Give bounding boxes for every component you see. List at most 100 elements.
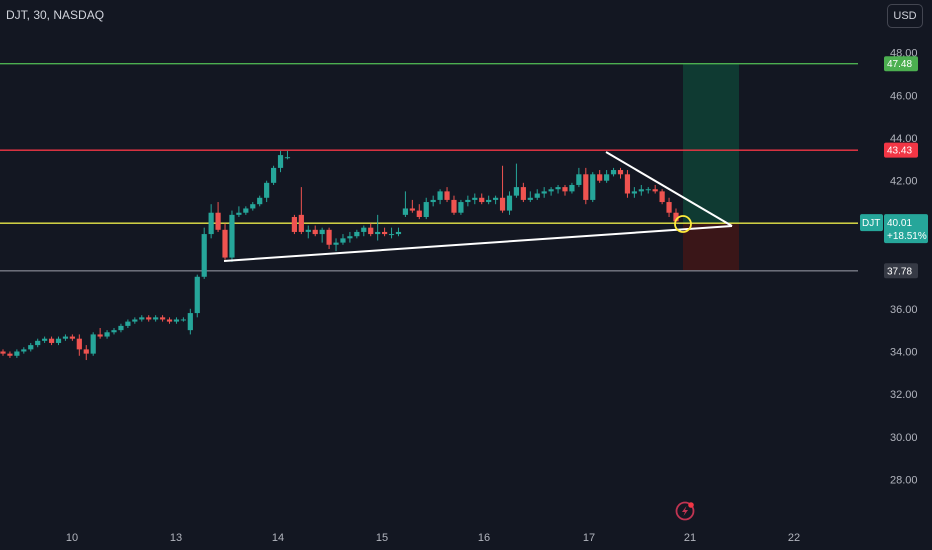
- time-tick-label: 15: [376, 532, 388, 544]
- price-tick-label: 28.00: [890, 475, 918, 487]
- candle-body: [132, 319, 138, 322]
- price-tick-label: 32.00: [890, 389, 918, 401]
- candle: [90, 332, 96, 356]
- level-price-tag: [884, 142, 918, 158]
- candle-body: [486, 199, 492, 203]
- candle-body: [375, 231, 381, 235]
- candle: [381, 227, 388, 237]
- candle-body: [257, 197, 263, 205]
- candle-body: [90, 334, 96, 354]
- candle: [277, 150, 284, 173]
- candle-body: [458, 202, 464, 213]
- symbol-tag-text: DJT: [862, 218, 880, 229]
- candle-body: [673, 212, 679, 222]
- candle: [55, 336, 62, 346]
- candle-body: [541, 191, 547, 194]
- candle: [499, 165, 506, 213]
- candle-body: [610, 170, 617, 175]
- candle: [666, 197, 672, 217]
- candle-body: [28, 345, 34, 350]
- candle: [638, 184, 644, 196]
- lightning-icon[interactable]: [675, 501, 695, 521]
- candle: [506, 191, 513, 215]
- candle: [319, 227, 325, 243]
- candle-body: [416, 210, 422, 217]
- time-tick-label: 10: [66, 532, 78, 544]
- candle: [222, 223, 228, 260]
- candle-body: [548, 189, 554, 192]
- candle: [347, 231, 353, 243]
- time-tick-label: 21: [684, 532, 696, 544]
- candle-body: [180, 319, 186, 321]
- candle-body: [284, 157, 291, 159]
- candle: [173, 317, 180, 324]
- candle-body: [229, 214, 235, 258]
- candle: [527, 191, 533, 203]
- candle: [590, 172, 596, 203]
- candle: [423, 197, 429, 220]
- time-tick-label: 14: [272, 532, 284, 544]
- candle: [576, 167, 582, 188]
- price-tick-label: 36.00: [890, 304, 918, 316]
- upper-trendline: [605, 151, 733, 227]
- symbol-title[interactable]: DJT, 30, NASDAQ: [6, 8, 105, 22]
- trendlines: [223, 151, 733, 262]
- candle: [305, 225, 311, 239]
- candle-body: [42, 338, 48, 341]
- candle: [48, 336, 55, 346]
- candle-body: [472, 197, 478, 200]
- candle-body: [402, 208, 409, 215]
- level-price-tag: [884, 263, 918, 279]
- candle-body: [298, 214, 304, 232]
- candle-body: [326, 229, 332, 245]
- candle: [597, 170, 603, 183]
- time-tick-label: 16: [478, 532, 490, 544]
- time-axis[interactable]: 10 13 14 15 16 17 21 22: [66, 532, 800, 544]
- candle-body: [62, 336, 69, 339]
- candle: [451, 195, 457, 215]
- candle-body: [139, 317, 145, 320]
- candle: [28, 342, 34, 352]
- candle: [83, 345, 89, 361]
- currency-button[interactable]: USD: [887, 4, 923, 28]
- candle: [458, 199, 464, 215]
- candle-body: [395, 231, 402, 235]
- candle-body: [381, 231, 388, 235]
- candle-body: [153, 317, 159, 320]
- candle: [361, 225, 367, 237]
- candle-body: [479, 197, 485, 203]
- candle: [250, 202, 256, 211]
- candle-body: [506, 195, 513, 211]
- candle: [208, 204, 214, 239]
- candle-body: [437, 191, 443, 200]
- candle: [652, 184, 658, 194]
- price-tick-label: 42.00: [890, 176, 918, 188]
- candle: [243, 206, 249, 215]
- candle-body: [597, 174, 603, 181]
- candle: [69, 334, 75, 341]
- candle-body: [236, 212, 242, 215]
- candle: [583, 167, 589, 205]
- level-price-text: 47.48: [887, 59, 912, 70]
- candlesticks: [0, 150, 679, 361]
- candle-body: [187, 313, 193, 331]
- candle-body: [208, 212, 214, 235]
- candle: [368, 223, 374, 237]
- candle-body: [173, 319, 180, 322]
- candle-body: [465, 199, 471, 203]
- candle: [610, 167, 617, 177]
- price-tick-label: 34.00: [890, 347, 918, 359]
- candle: [333, 238, 339, 252]
- candle: [257, 195, 263, 207]
- candle: [21, 347, 27, 354]
- candle: [291, 214, 298, 235]
- candle: [562, 184, 568, 196]
- candle-body: [569, 184, 575, 192]
- candle-body: [76, 338, 82, 350]
- price-axis[interactable]: 48.0046.0044.0042.0036.0034.0032.0030.00…: [890, 48, 918, 487]
- candle: [430, 195, 436, 207]
- candle-body: [48, 338, 55, 343]
- candle: [132, 317, 138, 324]
- highlight-circle: [674, 215, 692, 233]
